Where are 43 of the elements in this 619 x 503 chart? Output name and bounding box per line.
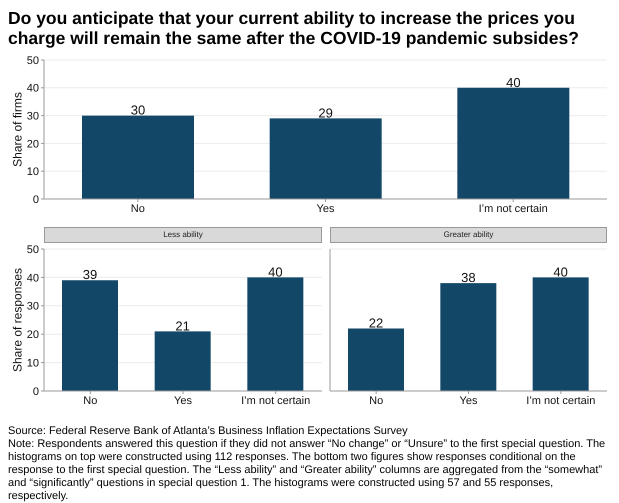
y-axis-title: Share of responses xyxy=(10,268,24,372)
data-label: 38 xyxy=(461,270,476,286)
data-label: 21 xyxy=(175,318,190,334)
x-tick-label: No xyxy=(369,394,384,407)
y-axis-title: Share of firms xyxy=(10,92,24,167)
data-label: 22 xyxy=(368,316,384,331)
bar xyxy=(457,88,570,199)
x-tick-label: I’m not certain xyxy=(241,394,310,407)
bar xyxy=(82,116,194,199)
x-tick-label: Yes xyxy=(174,394,192,407)
y-tick-label: 0 xyxy=(32,194,39,206)
y-tick-label: 50 xyxy=(26,54,39,67)
x-tick-label: No xyxy=(83,394,98,407)
x-tick-label: No xyxy=(130,202,145,215)
y-tick-label: 20 xyxy=(26,329,39,342)
y-tick-label: 40 xyxy=(26,82,39,95)
x-tick-label: Yes xyxy=(460,394,478,407)
data-label: 29 xyxy=(318,105,333,120)
chart-title: Do you anticipate that your current ability to increase the prices you charge will remain the same after the COVID-19 pandemic subsides? xyxy=(8,8,580,48)
text: Note: Respondents answered this question if they did not answer “No change” or “Unsure” to the first special question. The histograms on top were constructed using 112 responses. The bottom two figures show responses conditional on the response to the first special question. The “Less ability” and “Greater ability” columns are aggregated from the “somewhat” and “significantly” questions in special question 1. The histograms were constructed using 57 and 55 responses, respectively. xyxy=(8,438,606,503)
y-tick-label: 20 xyxy=(26,138,39,150)
y-tick-label: 0 xyxy=(32,386,39,398)
data-label: 40 xyxy=(553,264,568,280)
y-tick-label: 50 xyxy=(26,244,39,256)
bar xyxy=(62,280,118,391)
x-tick-label: Yes xyxy=(316,202,335,215)
bar xyxy=(247,277,304,391)
source-note: Source: Federal Reserve Bank of Atlanta’s Business Inflation Expectations Survey xyxy=(8,425,409,438)
data-label: 40 xyxy=(506,74,521,90)
bar xyxy=(154,331,211,391)
x-tick-label: I’m not certain xyxy=(478,202,548,215)
y-tick-label: 30 xyxy=(26,110,39,123)
data-label: 30 xyxy=(130,102,146,118)
bar xyxy=(270,118,382,199)
y-tick-label: 10 xyxy=(26,166,39,178)
data-label: 39 xyxy=(82,267,98,282)
y-tick-label: 30 xyxy=(26,300,39,313)
chart-title: Less ability xyxy=(44,227,322,243)
chart-title: Greater ability xyxy=(330,227,607,243)
y-tick-label: 10 xyxy=(26,358,39,370)
x-tick-label: I’m not certain xyxy=(526,394,596,407)
data-label: 40 xyxy=(268,264,283,280)
y-tick-label: 40 xyxy=(26,272,39,284)
